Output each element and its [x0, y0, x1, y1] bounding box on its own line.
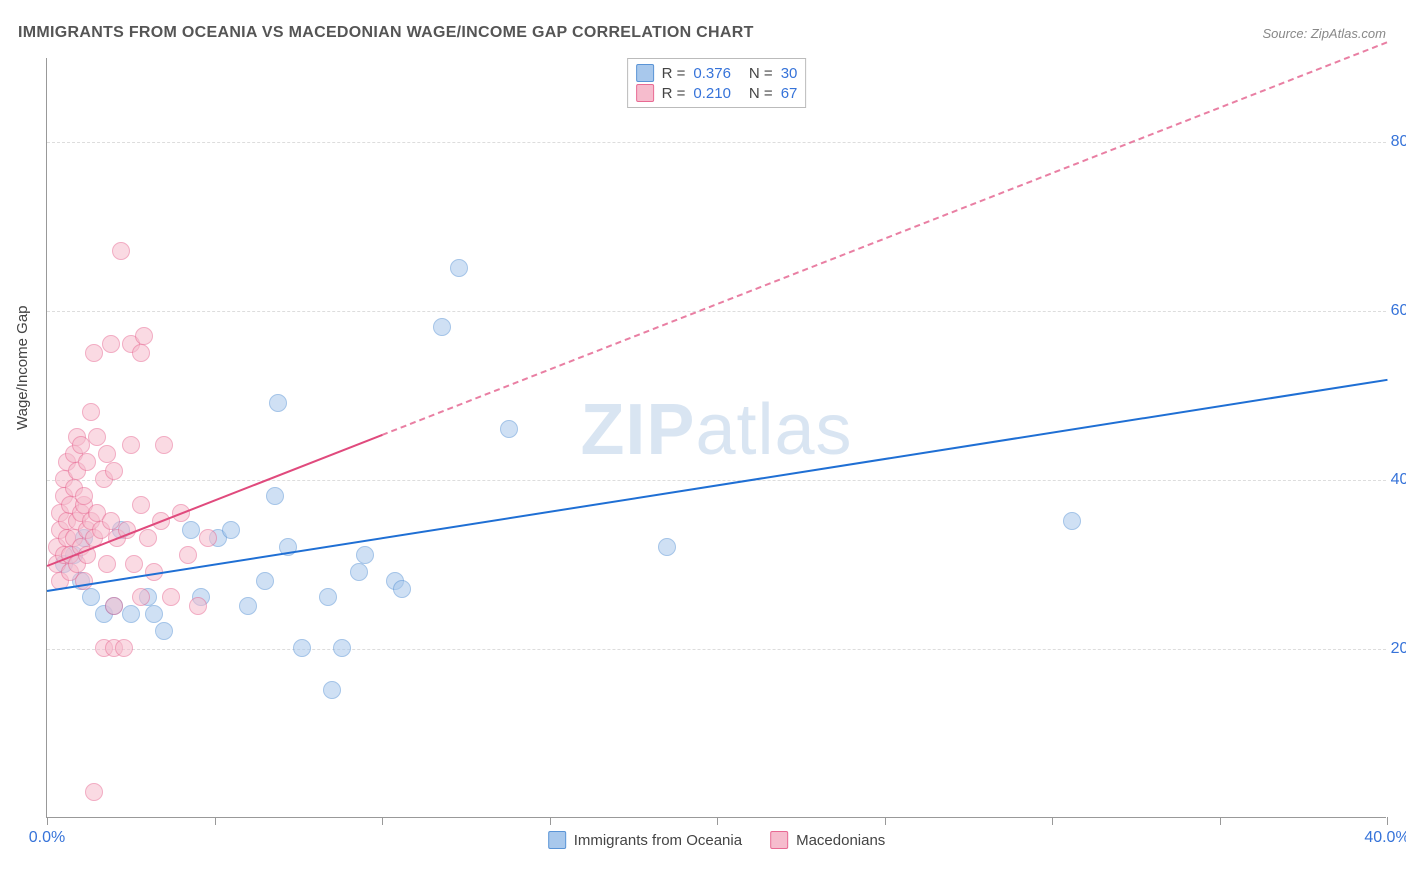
- x-tick: [382, 817, 383, 825]
- legend-swatch: [636, 64, 654, 82]
- scatter-point-macedonians: [102, 335, 120, 353]
- scatter-point-oceania: [333, 639, 351, 657]
- scatter-point-oceania: [145, 605, 163, 623]
- x-tick: [885, 817, 886, 825]
- y-tick-label: 80.0%: [1390, 133, 1406, 151]
- x-tick: [215, 817, 216, 825]
- y-tick-label: 40.0%: [1390, 471, 1406, 489]
- series-legend: Immigrants from Oceania Macedonians: [548, 831, 886, 849]
- scatter-point-oceania: [239, 597, 257, 615]
- scatter-point-oceania: [350, 563, 368, 581]
- legend-n-value: 30: [781, 65, 798, 82]
- legend-row-macedonians: R = 0.210 N = 67: [636, 83, 798, 103]
- scatter-point-oceania: [393, 580, 411, 598]
- scatter-point-macedonians: [105, 462, 123, 480]
- scatter-point-oceania: [82, 588, 100, 606]
- scatter-point-macedonians: [122, 436, 140, 454]
- legend-r-label: R =: [662, 85, 686, 102]
- watermark-light: atlas: [695, 389, 852, 469]
- scatter-point-macedonians: [162, 588, 180, 606]
- scatter-point-oceania: [500, 420, 518, 438]
- scatter-point-macedonians: [78, 453, 96, 471]
- scatter-point-oceania: [256, 572, 274, 590]
- legend-r-value: 0.210: [693, 85, 731, 102]
- gridline: [47, 311, 1386, 312]
- series-legend-item: Macedonians: [770, 831, 885, 849]
- y-axis-label: Wage/Income Gap: [14, 305, 31, 430]
- legend-n-label: N =: [749, 85, 773, 102]
- scatter-point-oceania: [658, 538, 676, 556]
- watermark: ZIPatlas: [580, 388, 852, 470]
- y-tick-label: 20.0%: [1390, 640, 1406, 658]
- scatter-point-macedonians: [105, 597, 123, 615]
- legend-r-value: 0.376: [693, 65, 731, 82]
- scatter-point-macedonians: [112, 242, 130, 260]
- plot-area: ZIPatlas R =0.376N =30R =0.210N =67 Immi…: [46, 58, 1386, 818]
- legend-r-label: R =: [662, 65, 686, 82]
- scatter-point-macedonians: [199, 529, 217, 547]
- scatter-point-macedonians: [88, 428, 106, 446]
- scatter-point-macedonians: [132, 496, 150, 514]
- scatter-point-oceania: [122, 605, 140, 623]
- scatter-point-macedonians: [132, 588, 150, 606]
- legend-row-oceania: R = 0.376 N = 30: [636, 63, 798, 83]
- x-tick: [1052, 817, 1053, 825]
- x-tick: [1220, 817, 1221, 825]
- gridline: [47, 649, 1386, 650]
- scatter-point-oceania: [323, 681, 341, 699]
- scatter-point-oceania: [266, 487, 284, 505]
- watermark-bold: ZIP: [580, 389, 695, 469]
- legend-swatch: [770, 831, 788, 849]
- scatter-point-oceania: [155, 622, 173, 640]
- source-value: ZipAtlas.com: [1311, 26, 1386, 41]
- scatter-point-macedonians: [155, 436, 173, 454]
- scatter-point-oceania: [433, 318, 451, 336]
- scatter-point-oceania: [356, 546, 374, 564]
- series-legend-item: Immigrants from Oceania: [548, 831, 742, 849]
- scatter-point-macedonians: [75, 487, 93, 505]
- scatter-point-macedonians: [102, 512, 120, 530]
- x-tick-label: 0.0%: [29, 829, 65, 847]
- scatter-point-oceania: [222, 521, 240, 539]
- scatter-point-oceania: [319, 588, 337, 606]
- scatter-point-oceania: [450, 259, 468, 277]
- gridline: [47, 142, 1386, 143]
- scatter-point-oceania: [1063, 512, 1081, 530]
- legend-n-value: 67: [781, 85, 798, 102]
- scatter-point-oceania: [182, 521, 200, 539]
- x-tick-label: 40.0%: [1364, 829, 1406, 847]
- scatter-point-macedonians: [85, 783, 103, 801]
- chart-title: IMMIGRANTS FROM OCEANIA VS MACEDONIAN WA…: [18, 24, 754, 42]
- scatter-point-oceania: [269, 394, 287, 412]
- scatter-point-macedonians: [189, 597, 207, 615]
- scatter-point-macedonians: [98, 445, 116, 463]
- scatter-point-macedonians: [125, 555, 143, 573]
- x-tick: [550, 817, 551, 825]
- trend-line-dashed: [382, 41, 1388, 436]
- y-tick-label: 60.0%: [1390, 302, 1406, 320]
- legend-swatch: [548, 831, 566, 849]
- scatter-point-macedonians: [179, 546, 197, 564]
- chart-container: IMMIGRANTS FROM OCEANIA VS MACEDONIAN WA…: [0, 0, 1406, 892]
- legend-n-label: N =: [749, 65, 773, 82]
- correlation-legend: R = 0.376 N = 30 R = 0.210 N = 67: [627, 58, 807, 108]
- scatter-point-macedonians: [139, 529, 157, 547]
- scatter-point-macedonians: [98, 555, 116, 573]
- legend-swatch: [636, 84, 654, 102]
- scatter-point-macedonians: [85, 344, 103, 362]
- x-tick: [47, 817, 48, 825]
- x-tick: [1387, 817, 1388, 825]
- source-label: Source:: [1262, 26, 1310, 41]
- scatter-point-macedonians: [115, 639, 133, 657]
- source-attribution: Source: ZipAtlas.com: [1262, 26, 1386, 41]
- series-legend-label: Immigrants from Oceania: [574, 832, 742, 849]
- scatter-point-macedonians: [72, 436, 90, 454]
- scatter-point-macedonians: [132, 344, 150, 362]
- scatter-point-macedonians: [135, 327, 153, 345]
- gridline: [47, 480, 1386, 481]
- scatter-point-oceania: [293, 639, 311, 657]
- scatter-point-macedonians: [82, 403, 100, 421]
- series-legend-label: Macedonians: [796, 832, 885, 849]
- x-tick: [717, 817, 718, 825]
